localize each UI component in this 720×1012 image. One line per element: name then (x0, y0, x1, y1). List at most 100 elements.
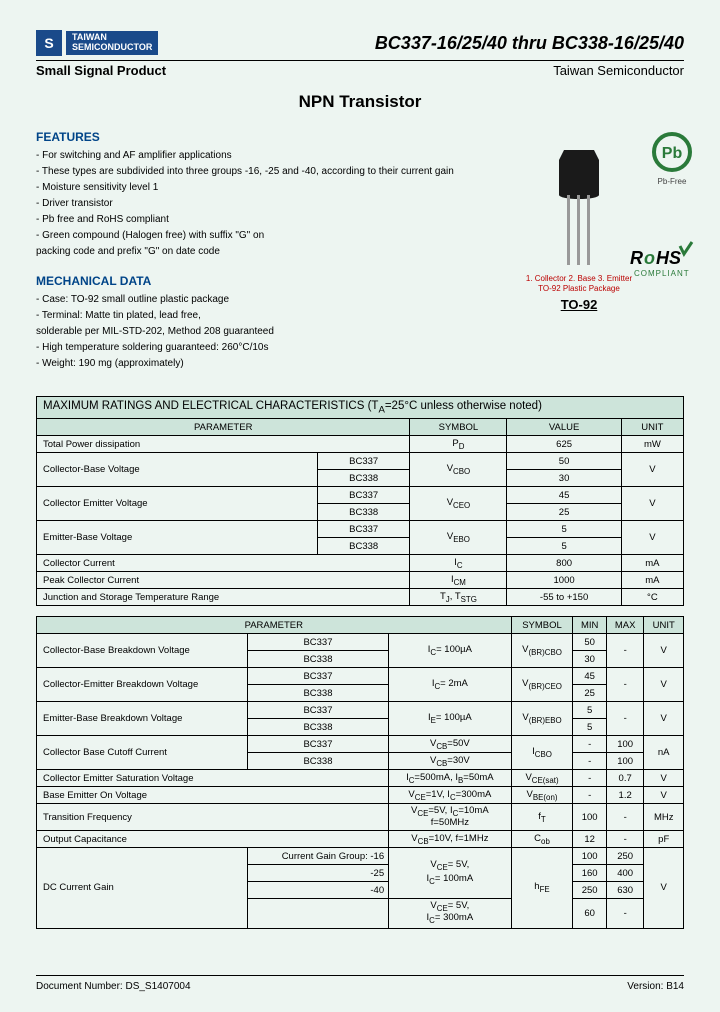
cell: - (573, 770, 607, 787)
cell: V (644, 770, 684, 787)
cell: VCB=50V (389, 736, 511, 753)
cell: mA (621, 555, 683, 572)
mech-item: - High temperature soldering guaranteed:… (36, 340, 454, 356)
cell: hFE (511, 848, 573, 928)
cell: V (644, 787, 684, 804)
cell: 12 (573, 831, 607, 848)
cell: - (606, 831, 644, 848)
mech-item: - Case: TO-92 small outline plastic pack… (36, 292, 454, 308)
cell: VCE= 5V,IC= 100mA (389, 848, 511, 899)
footer: Document Number: DS_S1407004 Version: B1… (36, 981, 684, 992)
cell: BC337 (247, 702, 388, 719)
cell: 45 (573, 668, 607, 685)
cell: - (573, 787, 607, 804)
pb-free-label: Pb-Free (650, 177, 694, 186)
ratings-table: PARAMETERSYMBOLVALUEUNIT Total Power dis… (36, 418, 684, 606)
right-column: Pb Pb-Free R o HS COMPLIANT 1. Collector… (474, 130, 684, 386)
logo-text: TAIWANSEMICONDUCTOR (66, 31, 158, 55)
cell: 100 (573, 848, 607, 865)
feature-item: - For switching and AF amplifier applica… (36, 148, 454, 164)
th-unit: UNIT (621, 419, 683, 436)
cell: 625 (507, 436, 621, 453)
part-number: BC337-16/25/40 thru BC338-16/25/40 (375, 33, 684, 54)
cell: BC338 (317, 470, 410, 487)
th-unit: UNIT (644, 617, 684, 634)
cell: Output Capacitance (37, 831, 389, 848)
th-symbol: SYMBOL (511, 617, 573, 634)
cell: 5 (573, 702, 607, 719)
cell: 100 (606, 753, 644, 770)
cell: Cob (511, 831, 573, 848)
cell: -25 (247, 865, 388, 882)
subtitle-row: Small Signal Product Taiwan Semiconducto… (36, 63, 684, 78)
cell: MHz (644, 804, 684, 831)
cell: V (644, 668, 684, 702)
cell: VCE=5V, IC=10mAf=50MHz (389, 804, 511, 831)
company-name: Taiwan Semiconductor (553, 63, 684, 78)
cell: Total Power dissipation (37, 436, 410, 453)
version: Version: B14 (627, 981, 684, 992)
cell: V (621, 453, 683, 487)
mechanical-list: - Case: TO-92 small outline plastic pack… (36, 292, 454, 372)
table1-title: MAXIMUM RATINGS AND ELECTRICAL CHARACTER… (36, 396, 684, 418)
feature-item: - Pb free and RoHS compliant (36, 212, 454, 228)
cell: IC (410, 555, 507, 572)
cell: 400 (606, 865, 644, 882)
logo: S TAIWANSEMICONDUCTOR (36, 30, 158, 56)
cell: V (644, 702, 684, 736)
svg-text:HS: HS (656, 248, 681, 268)
cell: 30 (573, 651, 607, 668)
cell: 1000 (507, 572, 621, 589)
transistor-icon (549, 140, 609, 270)
mechanical-heading: MECHANICAL DATA (36, 274, 454, 288)
cell: BC337 (317, 521, 410, 538)
mech-item: solderable per MIL-STD-202, Method 208 g… (36, 324, 454, 340)
cell: ICM (410, 572, 507, 589)
package-caption: 1. Collector 2. Base 3. EmitterTO-92 Pla… (526, 274, 632, 293)
cell: Emitter-Base Breakdown Voltage (37, 702, 248, 736)
document-number: Document Number: DS_S1407004 (36, 981, 191, 992)
cell: -40 (247, 882, 388, 899)
cell: BC338 (247, 685, 388, 702)
rohs-badge: R o HS COMPLIANT (624, 240, 694, 283)
cell: IC=500mA, IB=50mA (389, 770, 511, 787)
cell: BC337 (247, 634, 388, 651)
cell: Collector Emitter Voltage (37, 487, 318, 521)
th-min: MIN (573, 617, 607, 634)
cell: Current Gain Group: -16 (247, 848, 388, 865)
main-title: NPN Transistor (36, 92, 684, 112)
mech-item: - Weight: 190 mg (approximately) (36, 356, 454, 372)
cell: VCE(sat) (511, 770, 573, 787)
product-line: Small Signal Product (36, 63, 166, 78)
cell: -55 to +150 (507, 589, 621, 606)
cell: - (606, 899, 644, 928)
cell: 25 (507, 504, 621, 521)
cell: V (644, 634, 684, 668)
cell: 25 (573, 685, 607, 702)
cell: 50 (507, 453, 621, 470)
package-name: TO-92 (561, 297, 598, 312)
cell: 1.2 (606, 787, 644, 804)
svg-text:R: R (630, 248, 643, 268)
feature-item: packing code and prefix "G" on date code (36, 244, 454, 260)
cell: V(BR)CBO (511, 634, 573, 668)
svg-text:o: o (644, 248, 655, 268)
cell: DC Current Gain (37, 848, 248, 928)
cell: BC338 (247, 753, 388, 770)
svg-text:Pb: Pb (662, 145, 683, 162)
cell: V(BR)CEO (511, 668, 573, 702)
cell: PD (410, 436, 507, 453)
cell: 100 (606, 736, 644, 753)
mech-item: - Terminal: Matte tin plated, lead free, (36, 308, 454, 324)
cell: 30 (507, 470, 621, 487)
footer-divider (36, 975, 684, 976)
cell: Transition Frequency (37, 804, 389, 831)
cell: Collector-Emitter Breakdown Voltage (37, 668, 248, 702)
cell: - (573, 753, 607, 770)
cell: - (606, 804, 644, 831)
cell: V (621, 487, 683, 521)
cell: 250 (573, 882, 607, 899)
cell: Peak Collector Current (37, 572, 410, 589)
features-heading: FEATURES (36, 130, 454, 144)
cell: 630 (606, 882, 644, 899)
